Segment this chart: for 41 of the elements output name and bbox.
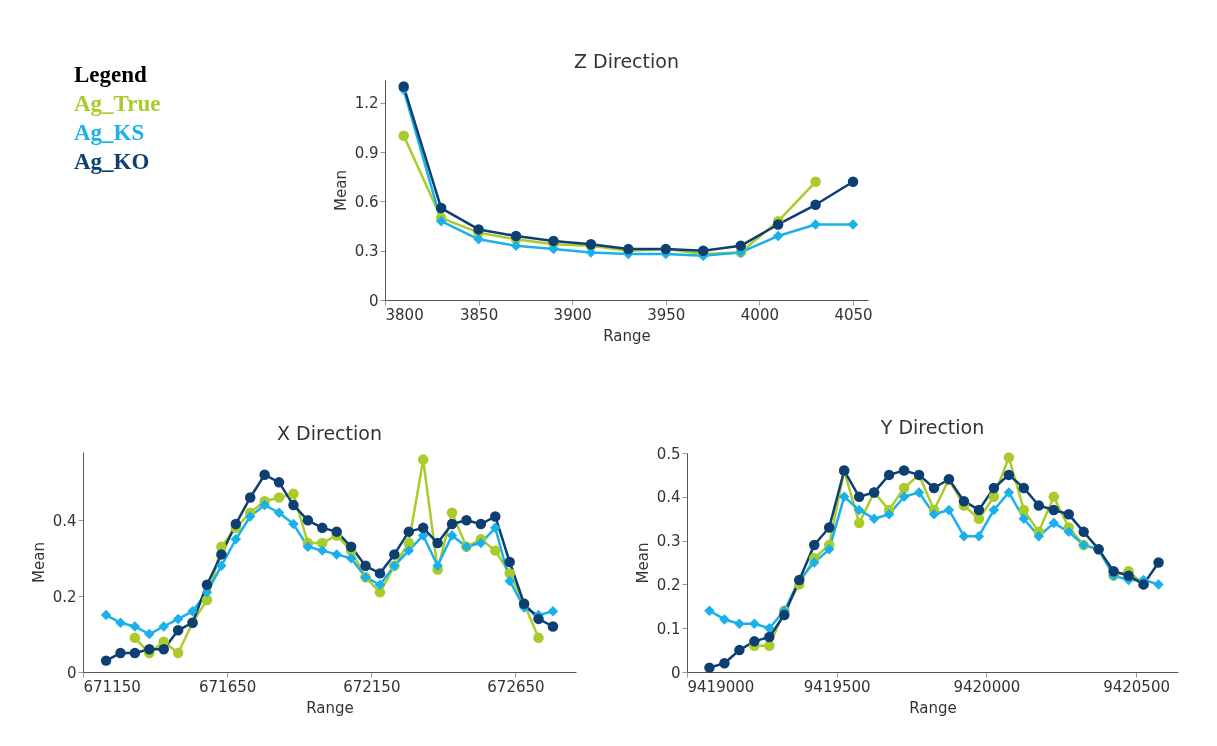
y-tick-label: 0.2: [52, 587, 77, 606]
y-axis-title: Mean: [29, 542, 48, 583]
y-tick-label: 0.3: [656, 532, 681, 551]
x-tick-label: 671150: [83, 677, 141, 696]
y-tick-label: 0: [66, 663, 77, 682]
text: Ag_True: [74, 90, 161, 118]
x-axis-title: Range: [909, 698, 957, 717]
chart-title: X Direction: [277, 422, 382, 444]
y-axis-title: Mean: [633, 542, 652, 584]
y-tick-label: 0.9: [354, 143, 379, 162]
y-tick-label: 0.1: [656, 619, 681, 638]
x-tick-label: 672150: [343, 677, 401, 696]
text: Ag_KS: [74, 119, 146, 147]
y-tick-label: 0: [368, 291, 379, 310]
x-tick-label: 9420500: [1103, 677, 1170, 696]
y-tick-label: 0.4: [52, 511, 77, 530]
x-tick-label: 671650: [199, 677, 257, 696]
x-tick-label: 4000: [740, 305, 780, 324]
x-tick-label: 3950: [647, 305, 686, 324]
y-tick-label: 0.4: [656, 488, 681, 507]
y-tick-label: 0.2: [656, 575, 681, 594]
y-tick-label: 0.5: [656, 444, 681, 463]
x-tick-label: 9419500: [803, 677, 871, 696]
text: Ag_KO: [74, 148, 151, 176]
x-axis-title: Range: [603, 326, 651, 345]
y-axis-title: Mean: [331, 170, 350, 211]
y-tick-label: 1.2: [354, 94, 379, 113]
x-tick-label: 3800: [385, 305, 424, 324]
y-tick-label: 0: [670, 663, 681, 682]
y-tick-label: 0.6: [354, 192, 379, 211]
chart-title: Z Direction: [574, 50, 679, 72]
x-tick-label: 9420000: [953, 677, 1021, 696]
x-tick-label: 9419000: [687, 677, 755, 696]
x-axis-title: Range: [306, 698, 354, 717]
y-tick-label: 0.3: [354, 242, 379, 261]
x-tick-label: 3900: [553, 305, 592, 324]
x-tick-label: 672650: [487, 677, 545, 696]
legend-title: Legend: [74, 61, 148, 89]
chart-title: Y Direction: [879, 416, 985, 438]
x-tick-label: 4050: [834, 305, 873, 324]
x-tick-label: 3850: [460, 305, 499, 324]
